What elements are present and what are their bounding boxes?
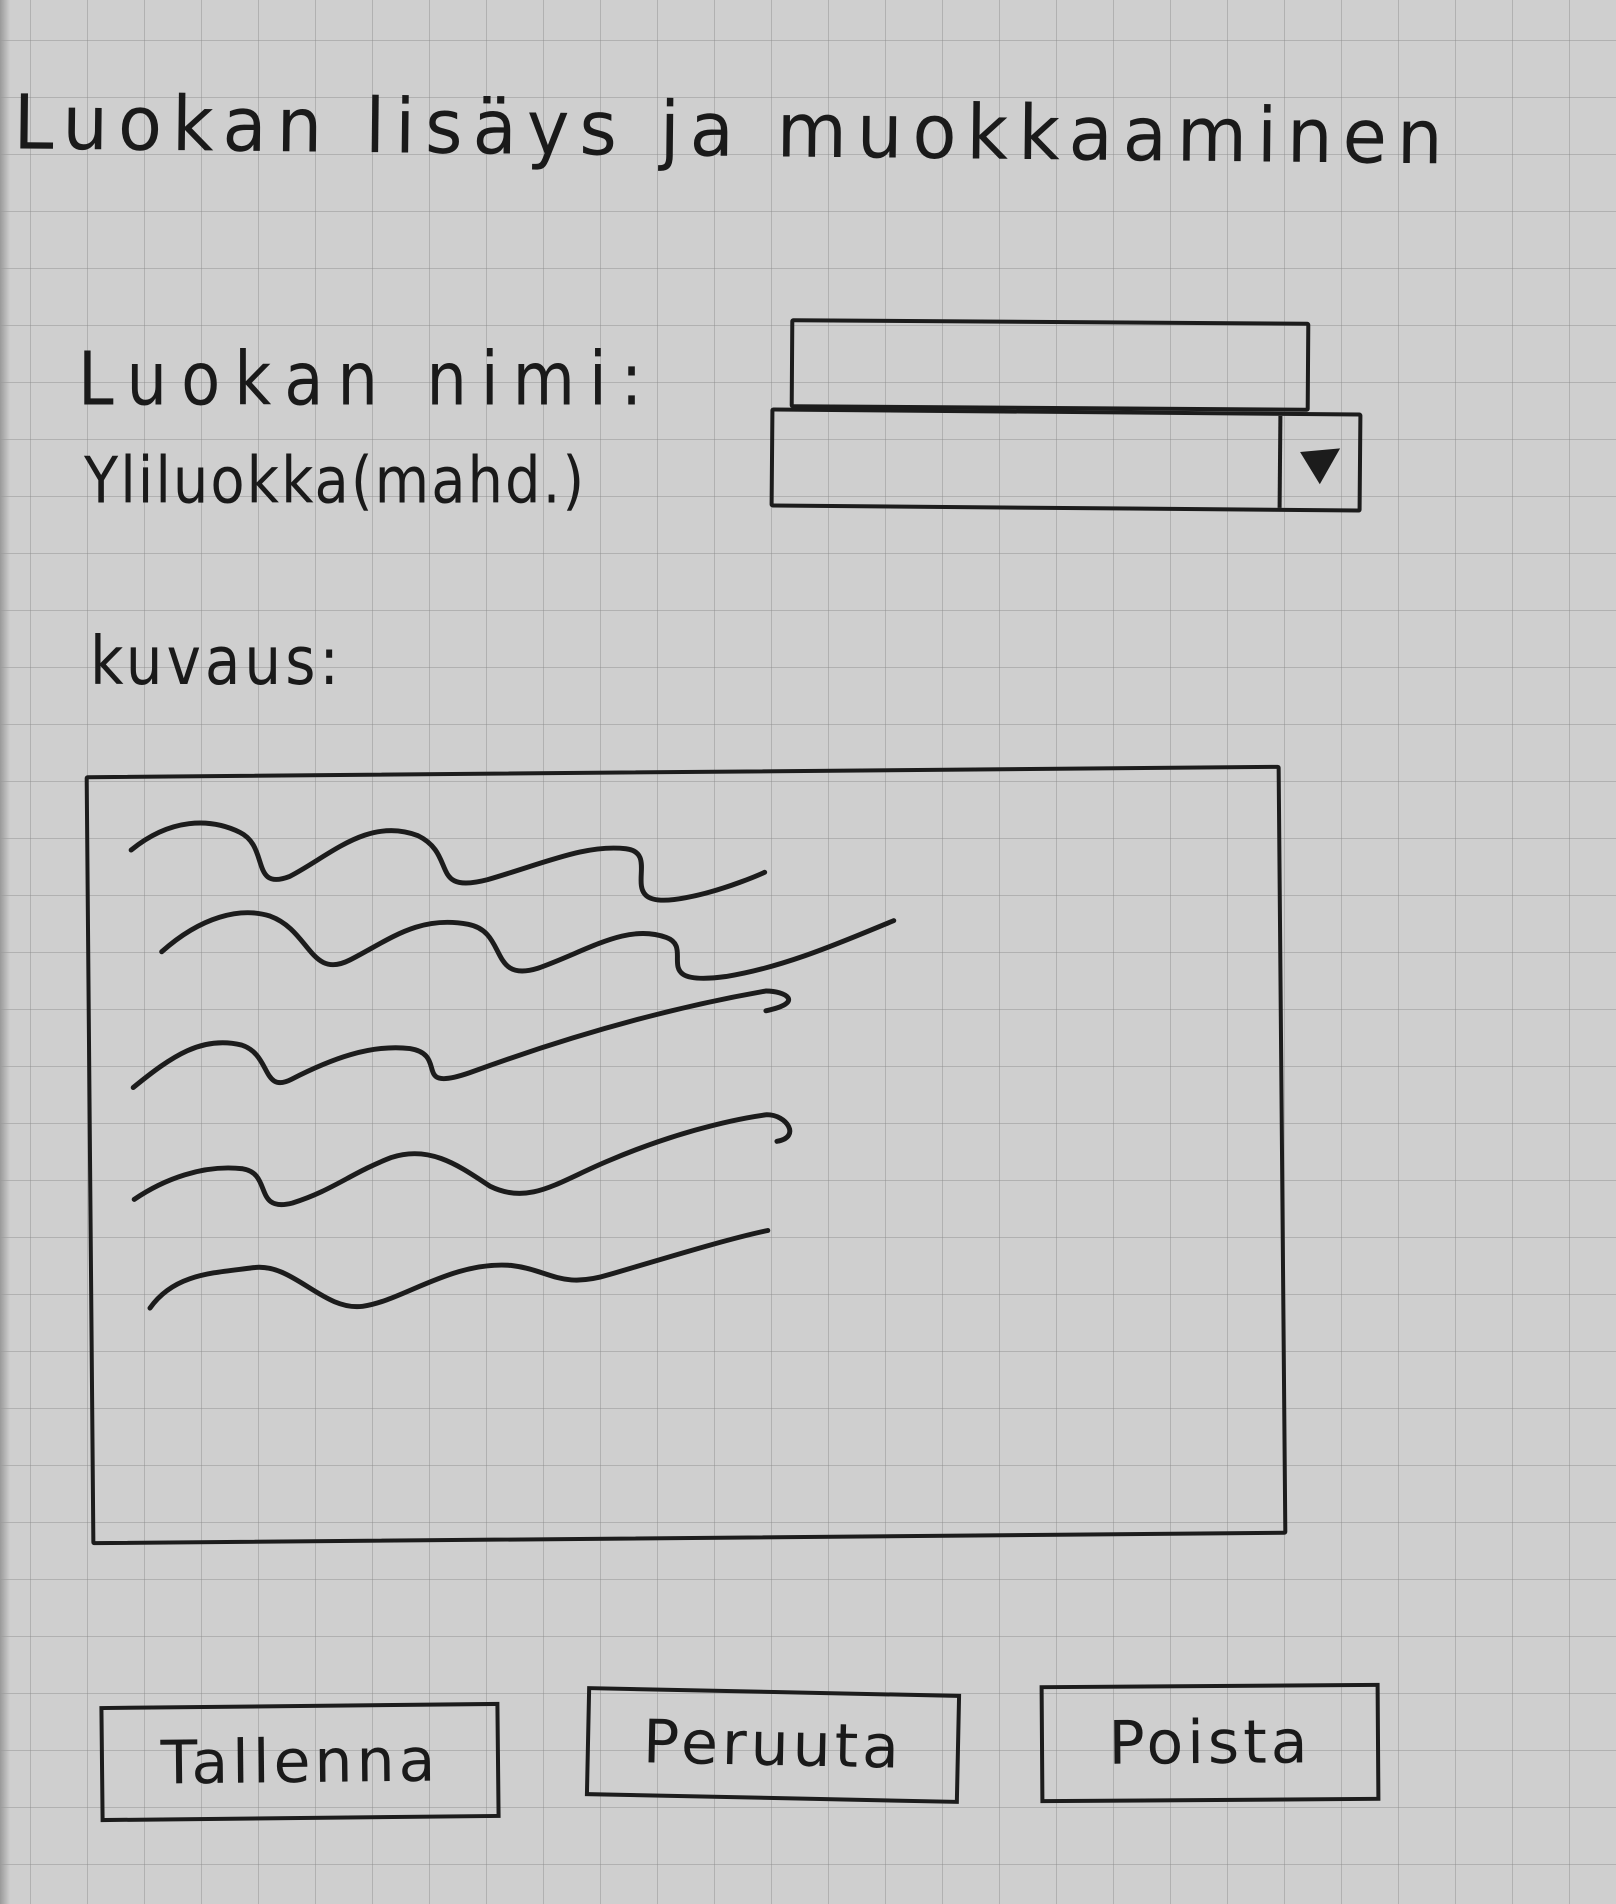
page-title: Luokan lisäys ja muokkaaminen: [13, 78, 1454, 182]
description-textarea[interactable]: [84, 764, 1288, 1546]
dropdown-arrow-icon[interactable]: [1294, 438, 1346, 490]
cancel-button[interactable]: Peruuta: [584, 1686, 962, 1804]
save-button[interactable]: Tallenna: [99, 1701, 501, 1823]
select-divider: [1277, 415, 1283, 508]
delete-button[interactable]: Poista: [1039, 1682, 1381, 1804]
description-text-placeholder-scribbles: [128, 820, 897, 1311]
parent-class-label: Yliluokka(mahd.): [84, 444, 587, 519]
class-name-label: Luokan nimi:: [78, 338, 657, 424]
description-label: kuvaus:: [90, 622, 343, 701]
class-name-input[interactable]: [789, 318, 1311, 412]
parent-class-select[interactable]: [769, 407, 1363, 513]
paper-edge: [0, 0, 10, 1904]
